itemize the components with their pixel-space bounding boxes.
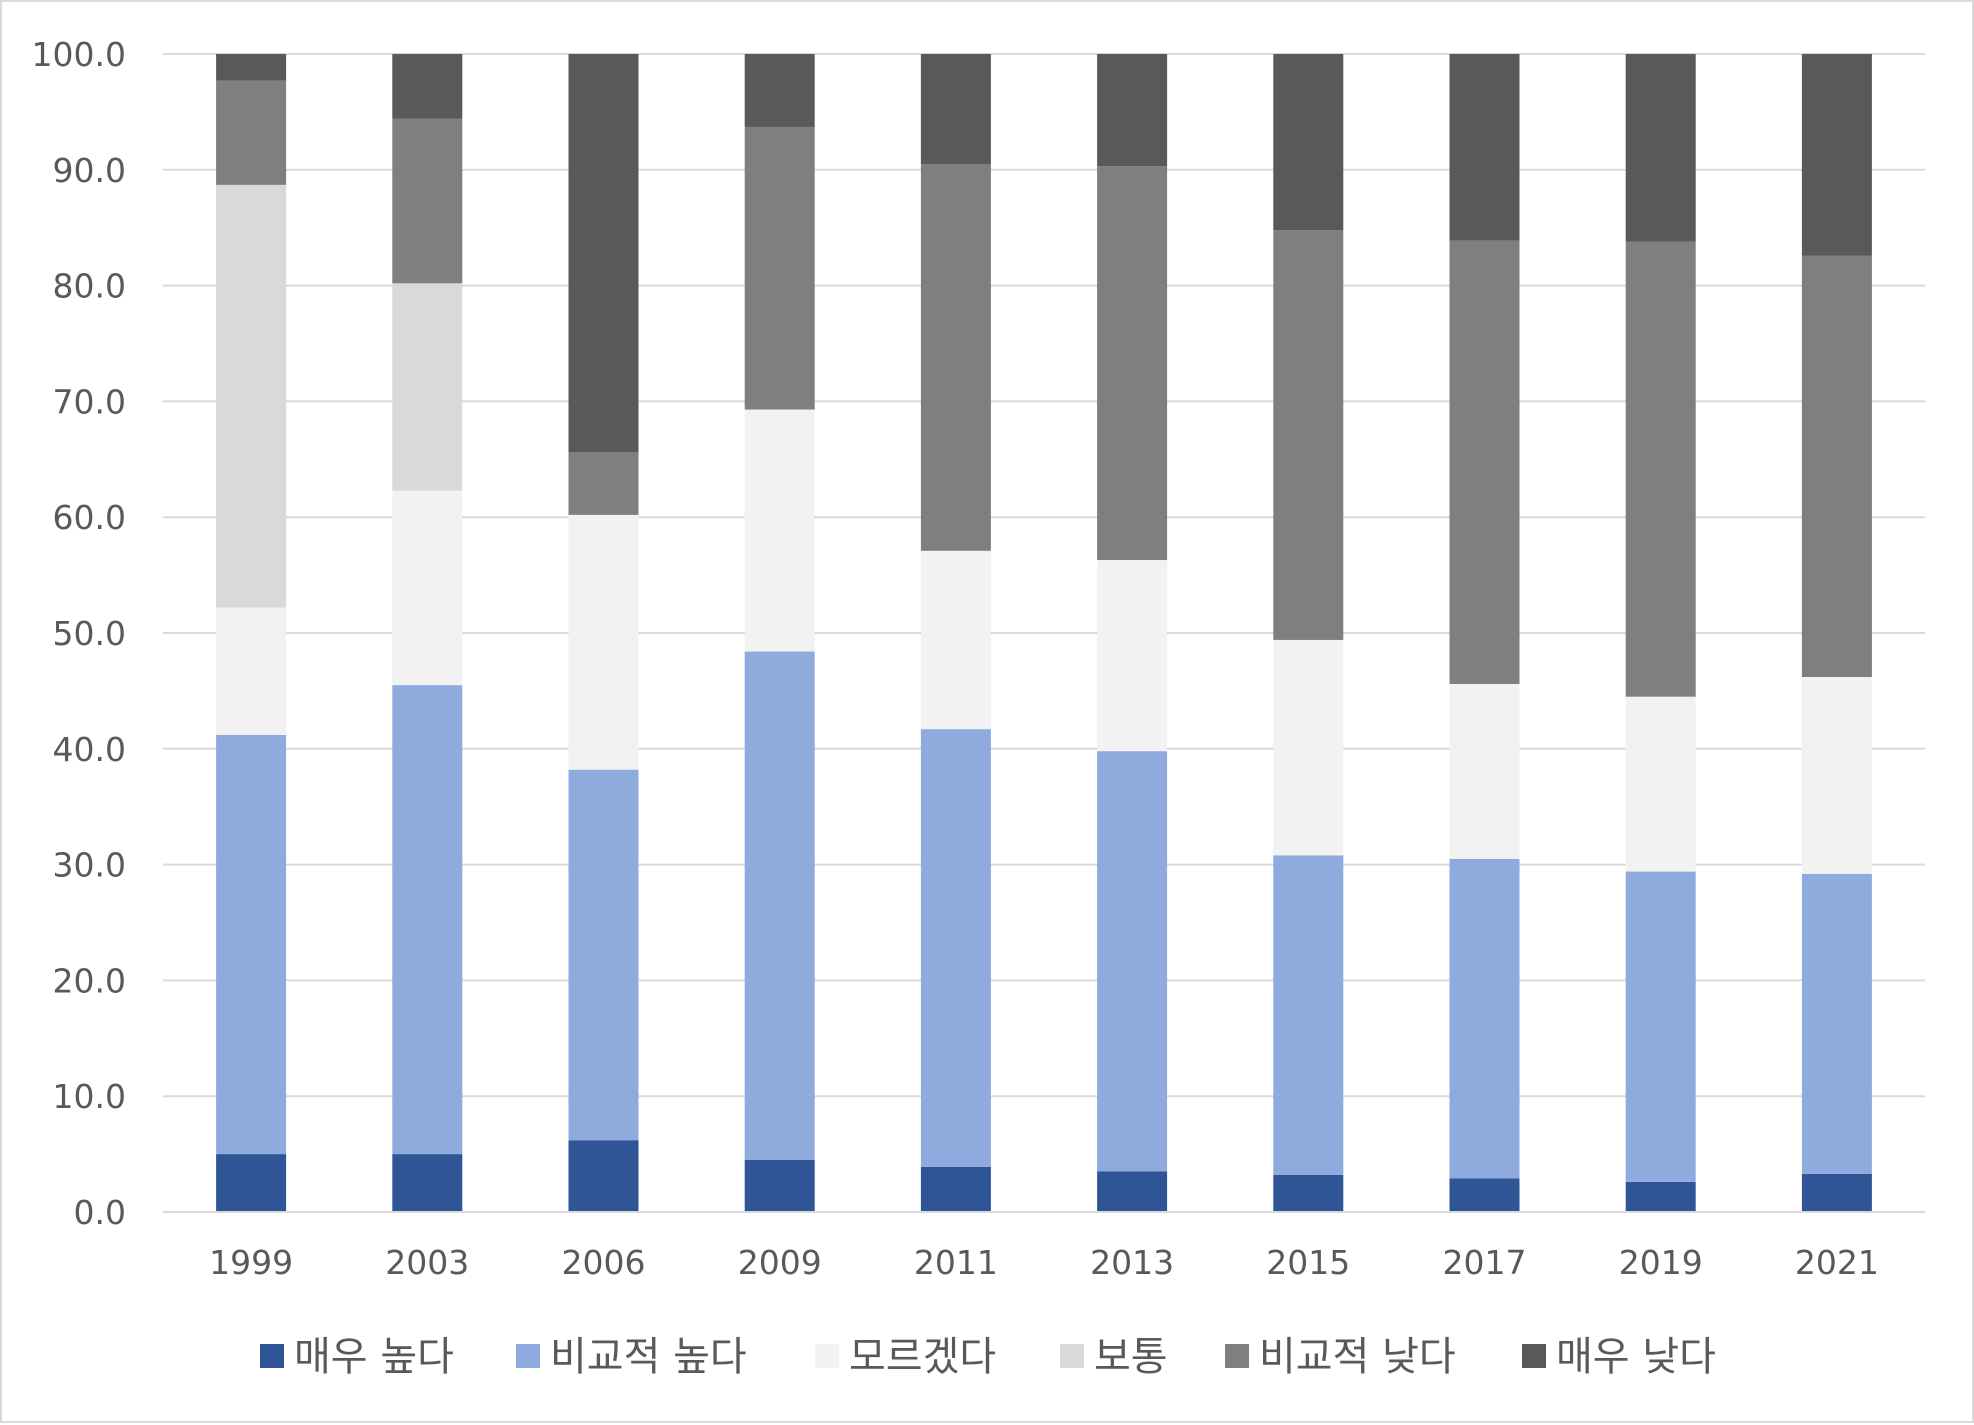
x-tick-label: 2009: [738, 1243, 822, 1282]
bar-segment-2019-6: [1625, 54, 1696, 242]
bar-segment-2009-2: [744, 651, 815, 1160]
bar-segment-2013-3: [1097, 560, 1168, 752]
legend-swatch: [815, 1344, 839, 1368]
y-tick-label: 60.0: [53, 498, 126, 537]
bar-segment-2011-5: [920, 164, 991, 551]
bar-segment-2021-6: [1801, 54, 1872, 256]
bar-segment-2015-3: [1273, 639, 1344, 856]
legend-swatch: [260, 1344, 284, 1368]
bar-segment-2013-6: [1097, 54, 1168, 167]
y-tick-label: 40.0: [53, 730, 126, 769]
bar-segment-2015-5: [1273, 230, 1344, 640]
bar-segment-2003-4: [392, 283, 463, 491]
bar-segment-2017-1: [1449, 1178, 1520, 1212]
bar-segment-2009-3: [744, 409, 815, 652]
bar-segment-2017-3: [1449, 683, 1520, 859]
bar-segment-2017-6: [1449, 54, 1520, 241]
y-tick-label: 80.0: [53, 267, 126, 306]
bar-segment-1999-6: [216, 54, 287, 81]
x-tick-label: 2017: [1443, 1243, 1527, 1282]
bar-segment-2015-1: [1273, 1174, 1344, 1212]
legend-label: 비교적 높다: [550, 1334, 747, 1380]
bar-segment-2015-6: [1273, 54, 1344, 231]
x-tick-label: 2021: [1795, 1243, 1879, 1282]
y-tick-label: 90.0: [53, 151, 126, 190]
x-tick-label: 2006: [562, 1243, 646, 1282]
bar-segment-2019-1: [1625, 1181, 1696, 1212]
legend-swatch: [1060, 1344, 1084, 1368]
bar-segment-2013-5: [1097, 166, 1168, 561]
bar-segment-1999-2: [216, 734, 287, 1155]
bar-segment-2021-5: [1801, 255, 1872, 678]
axes: 0.0 10.0 20.0 30.0 40.0 50.0 60.0 70.0 80.0 90.0 1…: [32, 35, 1925, 1282]
legend-label: 매우 낮다: [1556, 1334, 1716, 1380]
bar-segment-2015-2: [1273, 855, 1344, 1175]
y-tick-label: 0.0: [74, 1193, 126, 1232]
bar-segment-2017-5: [1449, 240, 1520, 684]
bar-segment-2019-3: [1625, 696, 1696, 872]
x-tick-label: 2003: [385, 1243, 469, 1282]
bar-segment-2006-1: [568, 1140, 639, 1212]
bar-segment-2013-1: [1097, 1171, 1168, 1212]
legend-swatch: [516, 1344, 540, 1368]
bar-segment-1999-5: [216, 80, 287, 185]
bar-segment-2021-2: [1801, 873, 1872, 1174]
bar-segment-1999-4: [216, 184, 287, 608]
y-tick-label: 50.0: [53, 614, 126, 653]
bar-segment-2006-3: [568, 514, 639, 770]
x-tick-label: 2013: [1090, 1243, 1174, 1282]
y-tick-label: 100.0: [32, 35, 126, 74]
legend-label: 매우 높다: [294, 1334, 454, 1380]
x-tick-label: 2015: [1266, 1243, 1350, 1282]
legend: 매우 높다 비교적 높다 모르겠다 보통 비교적 낮다 매우 낮다: [260, 1334, 1716, 1380]
y-tick-label: 20.0: [53, 961, 126, 1000]
bar-segment-2003-2: [392, 685, 463, 1155]
bar-segment-2009-1: [744, 1159, 815, 1212]
bar-segment-2021-1: [1801, 1173, 1872, 1212]
bar-segment-2006-5: [568, 452, 639, 515]
bar-segment-1999-1: [216, 1154, 287, 1212]
bar-segment-2009-5: [744, 126, 815, 410]
bar-segment-2003-3: [392, 490, 463, 686]
bar-segment-2019-2: [1625, 871, 1696, 1182]
legend-label: 보통: [1094, 1334, 1168, 1380]
bar-segment-2003-1: [392, 1154, 463, 1212]
x-tick-label: 1999: [209, 1243, 293, 1282]
x-tick-label: 2011: [914, 1243, 998, 1282]
bar-segment-2011-2: [920, 729, 991, 1167]
y-tick-label: 10.0: [53, 1077, 126, 1116]
legend-swatch: [1225, 1344, 1249, 1368]
x-tick-label: 2019: [1619, 1243, 1703, 1282]
bar-segment-1999-3: [216, 607, 287, 735]
y-tick-label: 30.0: [53, 846, 126, 885]
legend-label: 비교적 낮다: [1259, 1334, 1456, 1380]
bar-segment-2009-6: [744, 54, 815, 127]
y-tick-label: 70.0: [53, 382, 126, 421]
bar-segment-2021-3: [1801, 677, 1872, 874]
bar-segment-2006-6: [568, 54, 639, 453]
bar-segment-2011-1: [920, 1166, 991, 1212]
bar-segment-2006-2: [568, 769, 639, 1141]
legend-swatch: [1522, 1344, 1546, 1368]
bar-segment-2017-2: [1449, 858, 1520, 1179]
bars: [216, 54, 1872, 1212]
bar-segment-2011-6: [920, 54, 991, 165]
bar-segment-2019-5: [1625, 241, 1696, 697]
bar-segment-2003-5: [392, 118, 463, 284]
legend-label: 모르겠다: [849, 1334, 996, 1380]
bar-segment-2013-2: [1097, 751, 1168, 1172]
bar-segment-2011-3: [920, 550, 991, 730]
bar-segment-2003-6: [392, 54, 463, 119]
